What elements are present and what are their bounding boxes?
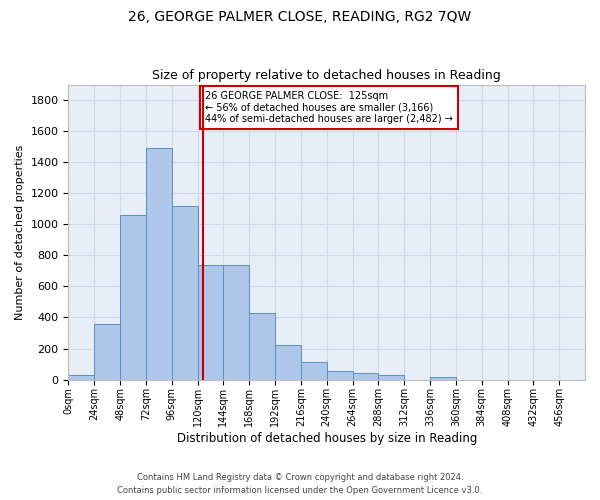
Bar [94, 324, 120, 380]
Bar [379, 375, 404, 380]
Text: 26, GEORGE PALMER CLOSE, READING, RG2 7QW: 26, GEORGE PALMER CLOSE, READING, RG2 7Q… [128, 10, 472, 24]
Bar [353, 374, 379, 380]
Bar [172, 206, 197, 380]
Bar [120, 215, 146, 380]
Bar [301, 362, 327, 380]
Bar [430, 377, 456, 380]
Bar [249, 313, 275, 380]
X-axis label: Distribution of detached houses by size in Reading: Distribution of detached houses by size … [176, 432, 477, 445]
Title: Size of property relative to detached houses in Reading: Size of property relative to detached ho… [152, 69, 501, 82]
Text: 26 GEORGE PALMER CLOSE:  125sqm
← 56% of detached houses are smaller (3,166)
44%: 26 GEORGE PALMER CLOSE: 125sqm ← 56% of … [205, 91, 453, 124]
Y-axis label: Number of detached properties: Number of detached properties [15, 144, 25, 320]
Bar [197, 264, 223, 380]
Text: Contains HM Land Registry data © Crown copyright and database right 2024.
Contai: Contains HM Land Registry data © Crown c… [118, 474, 482, 495]
Bar [68, 375, 94, 380]
Bar [223, 264, 249, 380]
Bar [275, 344, 301, 380]
Bar [327, 371, 353, 380]
Bar [146, 148, 172, 380]
